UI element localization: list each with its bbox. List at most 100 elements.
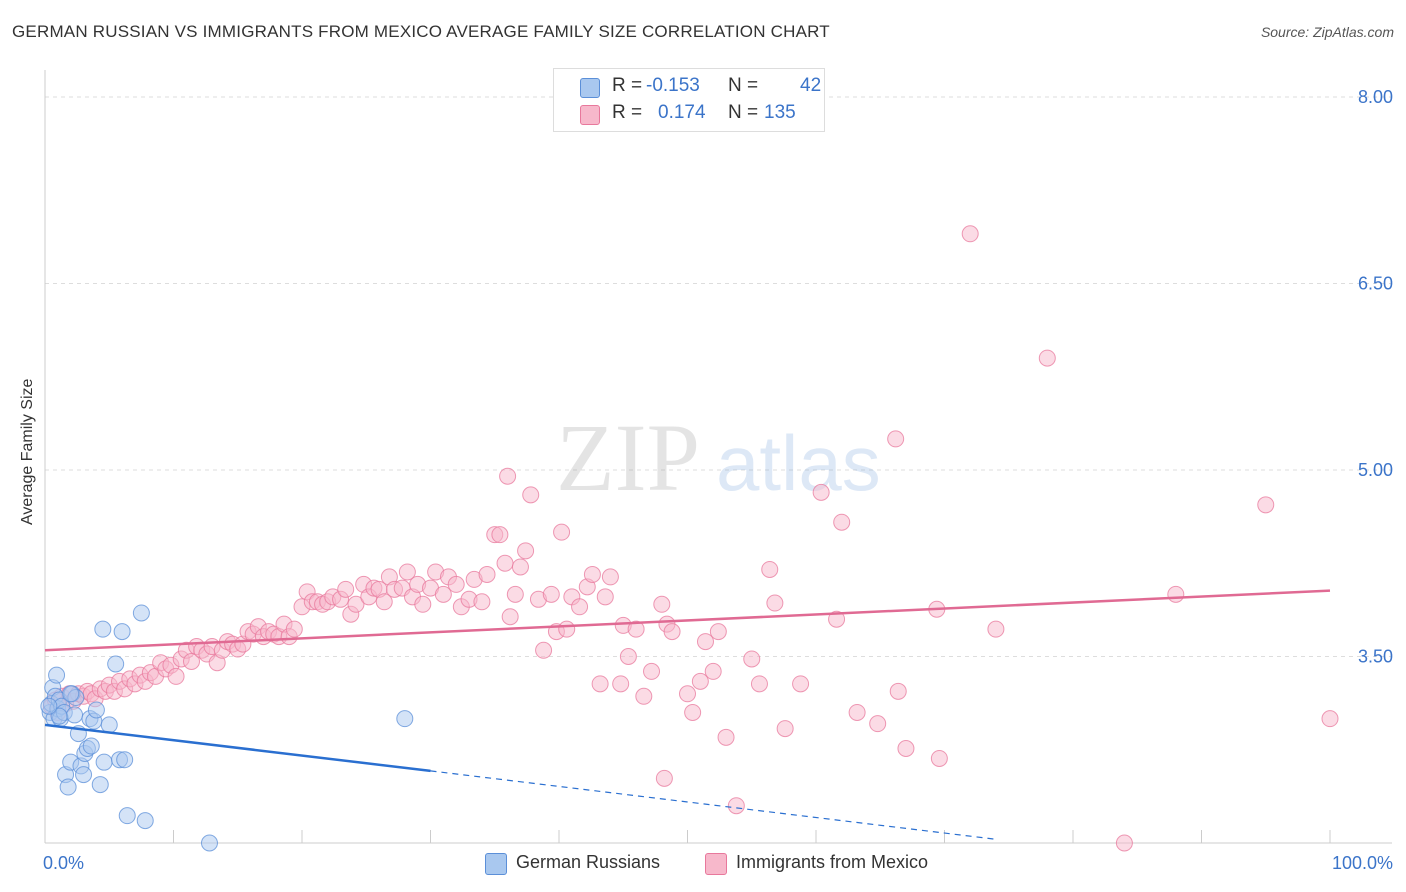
immigrants-mexico-point bbox=[499, 467, 517, 485]
immigrants-mexico-point bbox=[1257, 496, 1275, 514]
immigrants-mexico-point bbox=[812, 483, 830, 501]
immigrants-mexico-swatch bbox=[705, 853, 727, 875]
watermark: ZIP atlas bbox=[556, 404, 881, 511]
immigrants-mexico-point bbox=[496, 554, 514, 572]
watermark-atlas: atlas bbox=[716, 419, 881, 507]
immigrants-mexico-point bbox=[635, 687, 653, 705]
immigrants-mexico-point bbox=[833, 513, 851, 531]
legend-row-immigrants-mexico: R = 0.174 N = 135 bbox=[554, 102, 824, 126]
immigrants-mexico-point bbox=[511, 558, 529, 576]
immigrants-mexico-point bbox=[542, 585, 560, 603]
german-russians-point bbox=[116, 751, 134, 769]
german-russians-point bbox=[107, 655, 125, 673]
immigrants-mexico-point bbox=[643, 662, 661, 680]
german-russians-point bbox=[396, 710, 414, 728]
immigrants-mexico-point bbox=[848, 703, 866, 721]
immigrants-mexico-point bbox=[987, 620, 1005, 638]
immigrants-mexico-point bbox=[414, 595, 432, 613]
german-russians-swatch bbox=[485, 853, 507, 875]
immigrants-mexico-point bbox=[717, 728, 735, 746]
german-russians-trend-line bbox=[44, 723, 431, 773]
german-russians-point bbox=[118, 807, 136, 825]
immigrants-mexico-point bbox=[961, 225, 979, 243]
immigrants-mexico-point bbox=[591, 675, 609, 693]
trend-lines bbox=[44, 589, 1331, 840]
immigrants-mexico-point bbox=[347, 595, 365, 613]
immigrants-mexico-point bbox=[743, 650, 761, 668]
pink-swatch bbox=[580, 105, 600, 125]
y-tick-label: 3.50 bbox=[1358, 647, 1393, 667]
immigrants-mexico-point bbox=[619, 648, 637, 665]
german-russians-point bbox=[136, 812, 154, 830]
german-russians-point bbox=[91, 776, 109, 794]
immigrants-mexico-point bbox=[506, 585, 524, 603]
correlation-legend: R = -0.153 N = 42 R = 0.174 N = 135 bbox=[553, 68, 825, 132]
blue-swatch bbox=[580, 78, 600, 98]
n-label: N = bbox=[728, 75, 759, 96]
german-russians-point bbox=[87, 701, 105, 719]
immigrants-mexico-point bbox=[869, 715, 887, 733]
n-value: 135 bbox=[764, 102, 796, 123]
immigrants-mexico-point bbox=[182, 652, 200, 670]
german-russians-point bbox=[132, 604, 150, 622]
german-russians-point bbox=[75, 766, 93, 784]
immigrants-mexico-point bbox=[535, 641, 553, 659]
immigrants-mexico-point bbox=[887, 430, 905, 448]
immigrants-mexico-point bbox=[517, 542, 535, 560]
german-russians-point bbox=[50, 707, 68, 725]
immigrants-mexico-point bbox=[696, 633, 714, 651]
immigrants-mexico-point bbox=[375, 593, 393, 611]
immigrants-mexico-point bbox=[337, 580, 355, 598]
immigrants-mexico-point bbox=[766, 594, 784, 612]
immigrants-mexico-point bbox=[792, 675, 810, 693]
r-value: -0.153 bbox=[646, 75, 700, 96]
y-tick-label: 8.00 bbox=[1358, 87, 1393, 107]
immigrants-mexico-point bbox=[930, 749, 948, 767]
german-russians-trend-extension bbox=[430, 770, 996, 840]
watermark-zip: ZIP bbox=[556, 404, 700, 511]
immigrants-mexico-point bbox=[501, 608, 519, 626]
german-russians-point bbox=[95, 753, 113, 771]
immigrants-mexico-point bbox=[478, 565, 496, 583]
immigrants-mexico-point bbox=[653, 595, 671, 613]
immigrants-mexico-point bbox=[571, 598, 589, 616]
immigrants-mexico-point bbox=[1038, 349, 1056, 367]
immigrants-mexico-point bbox=[897, 740, 915, 758]
immigrants-mexico-point bbox=[776, 720, 794, 738]
german-russians-point bbox=[100, 716, 118, 734]
immigrants-mexico-point bbox=[447, 575, 465, 593]
tick-labels: 3.50 5.00 6.50 8.00 0.0% 100.0% bbox=[43, 87, 1393, 873]
german-russians-point bbox=[59, 778, 77, 796]
x-tick-label-min: 0.0% bbox=[43, 853, 84, 873]
immigrants-mexico-point bbox=[727, 797, 745, 815]
german-russians-point bbox=[82, 737, 100, 755]
immigrants-mexico-point bbox=[1321, 710, 1339, 728]
grid-lines bbox=[45, 96, 1392, 657]
n-value: 42 bbox=[800, 75, 822, 96]
german-russians-point bbox=[94, 620, 112, 638]
immigrants-mexico-point bbox=[596, 588, 614, 606]
immigrants-mexico-point bbox=[761, 560, 779, 578]
immigrants-mexico-point bbox=[828, 610, 846, 628]
immigrants-mexico-point bbox=[612, 675, 630, 693]
german-russians-point bbox=[113, 623, 131, 641]
german-russians-point bbox=[200, 834, 218, 852]
immigrants-mexico-point bbox=[398, 563, 416, 581]
immigrants-mexico-point bbox=[553, 523, 571, 541]
immigrants-mexico-point bbox=[1115, 834, 1133, 852]
german-russians-label: German Russians bbox=[516, 852, 661, 872]
immigrants-mexico-point bbox=[679, 685, 696, 703]
immigrants-mexico-point bbox=[491, 526, 509, 544]
immigrants-mexico-point bbox=[709, 623, 727, 641]
y-axis-title: Average Family Size bbox=[19, 378, 36, 525]
immigrants-mexico-point bbox=[583, 565, 601, 583]
r-value: 0.174 bbox=[658, 102, 706, 123]
x-tick-label-max: 100.0% bbox=[1332, 853, 1393, 873]
german-russians-point bbox=[48, 666, 66, 684]
german-russians-point bbox=[62, 685, 80, 703]
german-russians-point bbox=[66, 706, 84, 724]
data-points bbox=[40, 225, 1339, 852]
source-credit: Source: ZipAtlas.com bbox=[1260, 24, 1394, 40]
immigrants-mexico-point bbox=[473, 593, 491, 611]
